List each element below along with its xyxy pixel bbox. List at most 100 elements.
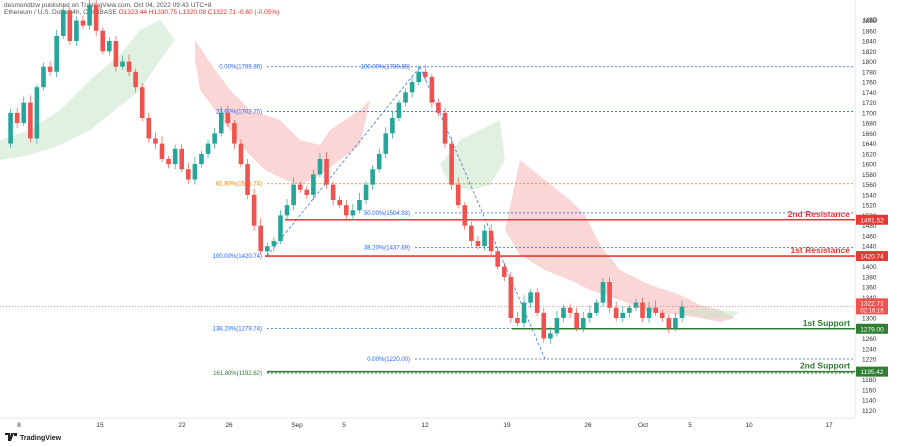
candle-body [21,102,27,124]
candle-body [482,230,487,247]
candle-body [107,41,112,52]
candle-body [580,317,586,329]
second-support-price-box [856,366,888,377]
second-support-price-label: 1195.42 [860,369,883,376]
first-support-label: 1st Support [803,318,850,328]
candle-body [488,230,494,252]
candle-body [666,317,672,329]
candle-body [521,302,527,324]
countdown-label: 02:16:16 [860,308,884,314]
x-tick-label: Sep [291,422,303,429]
second-support-label: 2nd Support [800,361,850,371]
ichimoku-cloud-green-3 [680,308,740,318]
candle-body [113,41,119,67]
y-tick-label: 1720 [862,100,877,107]
y-tick-label: 1840 [862,39,877,46]
candle-body [74,20,79,42]
y-tick-label: 1360 [862,285,877,292]
fib-level-label: 23.60%(1702.75) [216,109,262,115]
candle-body [561,307,566,318]
candle-body [251,194,257,226]
x-tick-label: 26 [225,422,233,429]
candle-body [93,5,99,31]
candle-body [633,302,639,308]
candle-body [607,282,612,308]
candle-body [172,148,178,165]
candle-body [422,71,428,77]
candle-body [47,66,53,72]
y-tick-label: 1580 [862,172,877,179]
y-tick-label: 1240 [862,346,877,353]
y-tick-label: 1680 [862,121,877,128]
candle-body [317,158,323,175]
y-tick-label: 1180 [862,377,876,384]
candle-body [245,164,250,195]
y-tick-label: 1480 [862,223,877,230]
x-tick-label: 22 [178,422,186,429]
y-tick-label: 1660 [862,131,877,138]
candle-body [376,153,382,170]
x-tick-label: 15 [96,422,104,429]
fib-level-label: 100.00%(1420.74) [213,254,262,260]
x-tick-label: 12 [421,422,429,429]
candle-body [337,200,343,206]
candle-body [501,266,507,277]
y-tick-label: 1300 [862,315,877,322]
candle-body [297,184,303,190]
candle-body [370,169,375,185]
candle-body [455,184,461,206]
candle-body [475,241,481,247]
candle-body [343,205,349,216]
candle-body [271,241,277,247]
candle-body [87,5,92,26]
candle-body [133,71,138,88]
y-tick-label: 1220 [862,357,877,364]
fib-trend-line [266,66,421,257]
candle-body [212,133,217,144]
candle-body [541,312,547,339]
candle-body [8,112,13,144]
fib-level-label: 0.00%(1220.00) [367,357,410,363]
candle-body [396,102,402,118]
fib-level-label: 0.00%(1789.86) [219,65,262,71]
publisher-line: desmondlzw published on TradingView.com,… [4,2,212,9]
candle-body [291,184,296,206]
y-tick-label: 1760 [862,80,877,87]
candle-body [192,164,198,180]
candle-body [100,30,106,52]
candle-body [284,205,290,216]
first-resistance-price-label: 1420.74 [860,254,884,261]
y-tick-label: 1620 [862,151,877,158]
y-tick-label: 1700 [862,110,877,117]
fib-level-label: 38.20%(1437.69) [364,245,410,251]
candle-body [508,276,514,318]
fib-level-label: 161.80%(1192.62) [213,371,262,377]
y-tick-label: 1440 [862,244,877,251]
candle-body [205,143,211,154]
candle-body [159,143,165,159]
y-tick-label: 1520 [862,203,877,210]
candle-body [126,61,132,72]
candle-body [232,123,237,144]
candle-body [673,317,678,329]
candle-body [659,312,665,318]
fib-level-label: 50.00%(1504.93) [364,211,410,217]
candle-body [146,117,152,139]
candle-body [41,66,46,88]
symbol-line: Ethereum / U.S. Dollar, 4h, COINBASE O13… [4,9,279,16]
candle-body [363,184,369,201]
y-tick-label: 1260 [862,336,877,343]
ichimoku-cloud-green [0,20,175,160]
ichimoku-cloud-red-2 [505,160,735,322]
candle-body [34,87,40,139]
chart-header: desmondlzw published on TradingView.com,… [4,2,279,16]
candle-body [462,205,468,226]
candle-body [278,215,283,242]
second-resistance-label: 2nd Resistance [788,209,851,219]
candle-body [67,10,73,42]
candle-body [554,317,560,334]
first-resistance-label: 1st Resistance [790,245,850,255]
y-tick-label: 1540 [862,192,877,199]
y-tick-label: 1560 [862,182,877,189]
